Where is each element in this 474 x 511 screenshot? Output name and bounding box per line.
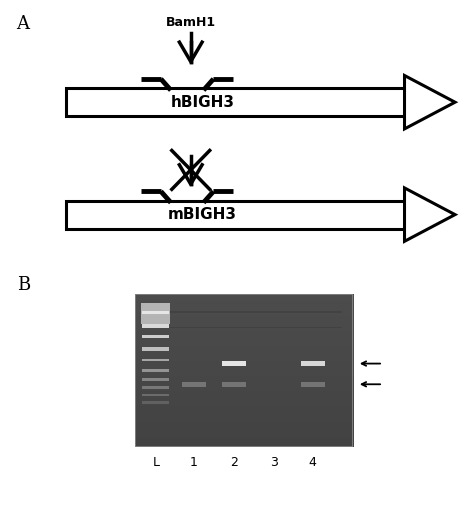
Text: BamH1: BamH1 <box>166 16 216 29</box>
Polygon shape <box>404 188 455 241</box>
Bar <box>142 347 169 351</box>
Bar <box>142 379 169 381</box>
Bar <box>142 335 169 338</box>
Text: 4: 4 <box>309 456 317 469</box>
Bar <box>66 88 404 116</box>
Bar <box>146 311 342 313</box>
Text: 2: 2 <box>230 456 238 469</box>
Text: hBIGH3: hBIGH3 <box>170 95 235 110</box>
Bar <box>142 359 169 361</box>
Bar <box>142 369 169 371</box>
Bar <box>142 394 169 396</box>
Bar <box>141 303 170 324</box>
Bar <box>142 324 169 328</box>
Bar <box>66 200 404 228</box>
Polygon shape <box>404 76 455 129</box>
Text: 3: 3 <box>270 456 277 469</box>
Text: B: B <box>17 276 30 294</box>
Bar <box>182 382 206 386</box>
Bar <box>142 311 169 314</box>
Bar <box>222 382 246 386</box>
Bar <box>301 361 325 366</box>
Text: A: A <box>17 15 29 33</box>
Bar <box>142 402 169 404</box>
Text: L: L <box>152 456 159 469</box>
Text: 1: 1 <box>190 456 198 469</box>
Bar <box>142 386 169 388</box>
Bar <box>222 361 246 366</box>
Bar <box>301 382 325 386</box>
Bar <box>146 327 342 329</box>
Text: mBIGH3: mBIGH3 <box>168 207 237 222</box>
